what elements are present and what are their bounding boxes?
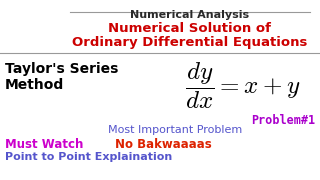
Text: Problem#1: Problem#1 (251, 114, 315, 127)
Text: No Bakwaaaas: No Bakwaaaas (115, 138, 212, 151)
Text: Numerical Analysis: Numerical Analysis (131, 10, 250, 20)
Text: Ordinary Differential Equations: Ordinary Differential Equations (72, 36, 308, 49)
Text: Method: Method (5, 78, 64, 92)
Text: Must Watch: Must Watch (5, 138, 84, 151)
Text: Taylor's Series: Taylor's Series (5, 62, 118, 76)
Text: $\dfrac{dy}{dx} = x + y$: $\dfrac{dy}{dx} = x + y$ (185, 60, 300, 111)
Text: Point to Point Explaination: Point to Point Explaination (5, 152, 172, 162)
Text: Most Important Problem: Most Important Problem (108, 125, 242, 135)
Text: Numerical Solution of: Numerical Solution of (108, 22, 271, 35)
